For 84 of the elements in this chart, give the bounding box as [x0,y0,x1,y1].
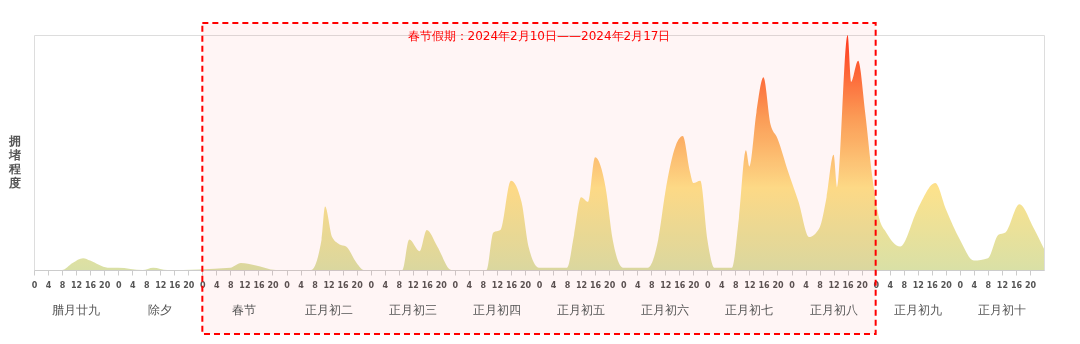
text: 正月初二 [304,303,353,317]
x-tick-label: 16 [590,280,602,290]
x-tick-label: 8 [480,280,487,290]
x-tick-label: 20 [1024,280,1037,290]
x-tick-label: 16 [337,280,350,290]
x-tick-label: 0 [31,280,38,290]
x-tick-label: 12 [239,280,251,290]
x-tick-label: 4 [803,280,810,290]
x-tick-label: 16 [85,280,97,290]
text: 正月初四 [472,303,521,317]
text: 正月初五 [557,303,606,317]
x-tick-label: 4 [971,280,978,290]
x-tick-label: 16 [253,280,265,290]
y-axis-title: 拥堵程度 [7,134,21,191]
x-tick-label: 0 [620,280,627,290]
band-label: 春节假期：2024年2月10日——2024年2月17日 [407,29,671,43]
x-tick-label: 4 [887,280,894,290]
x-tick-label: 20 [519,280,532,290]
x-tick-label: 8 [396,280,403,290]
x-tick-label: 20 [351,280,364,290]
x-tick-label: 0 [452,280,459,290]
x-tick-label: 4 [129,280,136,290]
x-tick-label: 0 [789,280,796,290]
x-tick-label: 0 [705,280,712,290]
x-tick-label: 8 [733,280,740,290]
x-tick-label: 8 [901,280,908,290]
x-tick-label: 12 [660,280,672,290]
x-tick-label: 12 [323,280,335,290]
text: 正月初九 [893,303,942,317]
x-tick-label: 16 [505,280,518,290]
x-tick-label: 8 [143,280,150,290]
text: 正月初三 [388,303,437,317]
x-tick-label: 12 [576,280,588,290]
x-tick-label: 4 [719,280,726,290]
text: 正月初七 [725,303,774,317]
x-tick-label: 16 [1010,280,1023,290]
x-tick-label: 4 [382,280,389,290]
x-tick-label: 20 [772,280,784,290]
x-tick-label: 20 [267,280,279,290]
x-tick-label: 8 [312,280,319,290]
x-tick-label: 20 [856,280,869,290]
x-tick-label: 4 [298,280,305,290]
x-tick-label: 8 [59,280,66,290]
x-tick-label: 0 [115,280,122,290]
x-tick-label: 12 [996,280,1008,290]
x-tick-label: 20 [183,280,195,290]
x-tick-label: 12 [491,280,503,290]
x-tick-label: 12 [828,280,840,290]
x-tick-label: 4 [634,280,641,290]
x-tick-label: 20 [435,280,448,290]
text: 正月初六 [641,303,690,317]
x-tick-label: 4 [466,280,473,290]
x-tick-label: 4 [45,280,52,290]
x-tick-label: 12 [71,280,83,290]
x-tick-label: 0 [536,280,543,290]
x-tick-label: 8 [817,280,824,290]
x-tick-label: 4 [214,280,221,290]
x-tick-label: 12 [155,280,167,290]
text: 除夕 [148,303,173,317]
x-tick-label: 12 [912,280,924,290]
x-tick-label: 16 [926,280,939,290]
x-tick-label: 16 [758,280,770,290]
text: 腊月廿九 [52,303,101,317]
x-tick-label: 20 [940,280,953,290]
text: 正月初十 [977,303,1026,317]
x-tick-label: 12 [744,280,756,290]
x-tick-label: 8 [648,280,655,290]
x-tick-label: 0 [368,280,375,290]
x-tick-label: 16 [169,280,181,290]
x-tick-label: 20 [604,280,616,290]
x-tick-label: 16 [842,280,855,290]
text: 春节 [232,303,257,317]
text: 正月初八 [809,303,858,317]
x-tick-label: 16 [674,280,686,290]
x-tick-label: 8 [985,280,992,290]
x-tick-label: 16 [421,280,434,290]
x-tick-label: 8 [564,280,571,290]
x-tick-label: 0 [284,280,291,290]
x-tick-label: 12 [407,280,419,290]
x-tick-label: 20 [99,280,111,290]
x-tick-label: 8 [228,280,235,290]
x-tick-label: 20 [688,280,700,290]
x-tick-label: 4 [550,280,557,290]
x-tick-label: 0 [957,280,964,290]
